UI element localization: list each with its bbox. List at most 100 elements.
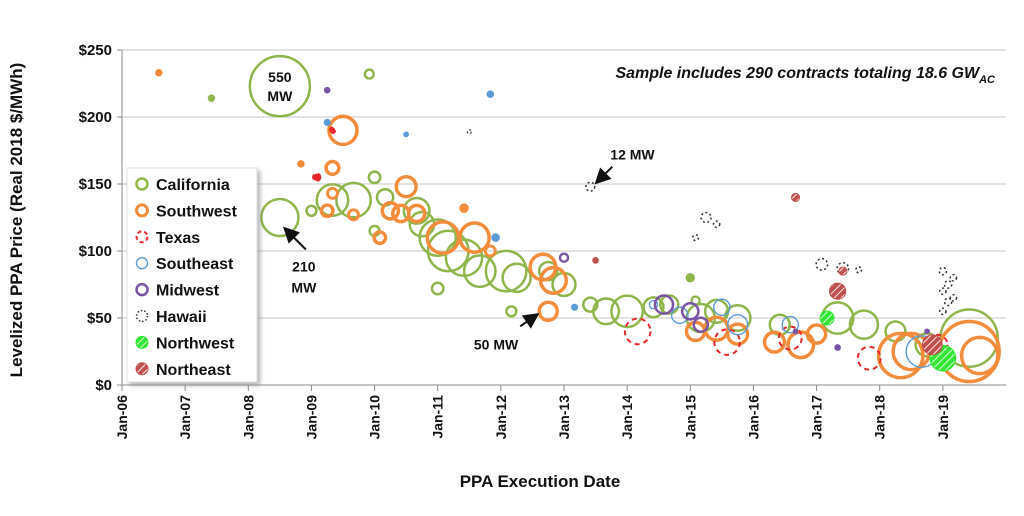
bubble-southwest	[762, 330, 787, 354]
x-tick-label: Jan-14	[619, 395, 635, 440]
bubble-southwest	[297, 160, 305, 168]
bubble-california	[335, 181, 372, 219]
x-axis-label: PPA Execution Date	[460, 472, 621, 491]
bubble-southeast	[403, 131, 410, 138]
bubble-texas	[856, 345, 882, 371]
bubble-southeast	[670, 306, 689, 325]
bubble-southwest	[326, 186, 339, 200]
series-hawaii	[466, 129, 958, 316]
x-tick-label: Jan-15	[682, 395, 698, 440]
bubble-california	[592, 297, 621, 326]
bubble-california	[367, 170, 382, 185]
bubble-northeast	[838, 266, 848, 276]
bubble-northwest	[819, 310, 835, 326]
x-tick-label: Jan-07	[177, 395, 193, 440]
bubble-california	[723, 303, 752, 333]
bubble-southwest	[394, 175, 418, 199]
bubble-southwest	[319, 203, 335, 219]
bubble-hawaii	[938, 266, 948, 276]
bubble-southeast	[570, 303, 579, 311]
bubble-midwest	[653, 294, 675, 315]
bubble-midwest	[924, 328, 930, 335]
series-northwest	[819, 310, 957, 372]
bubbles	[155, 54, 1001, 384]
bubble-southwest	[406, 203, 427, 224]
bubble-texas	[713, 328, 741, 356]
legend-item-northwest: Northwest	[135, 335, 235, 352]
annotation-50mw-label: 50 MW	[474, 336, 519, 352]
legend-item-northeast: Northeast	[135, 362, 231, 379]
bubble-california	[610, 294, 645, 329]
bubble-texas	[312, 172, 322, 182]
bubble-southwest	[458, 221, 491, 254]
bubble-northeast	[592, 257, 599, 264]
bubble-southwest	[324, 159, 341, 177]
bubble-southwest	[459, 203, 469, 213]
x-tick-label: Jan-17	[809, 395, 825, 440]
bubble-texas	[328, 126, 337, 135]
annotation-12mw-label: 12 MW	[610, 147, 655, 163]
bubble-california	[402, 196, 431, 225]
legend-swatch	[135, 257, 149, 270]
legend-swatch	[135, 335, 149, 349]
legend-label: Southwest	[156, 203, 238, 220]
axes: $0 $50 $100 $150 $200 $250 Jan-06 Jan-07 Jan-08 J…	[79, 42, 1006, 439]
legend: California Southwest Texas Southeast Midwest…	[126, 167, 258, 383]
x-tick-label: Jan-10	[367, 395, 383, 440]
bubble-northeast	[790, 192, 801, 202]
legend-label: California	[156, 177, 230, 194]
bubble-hawaii	[585, 181, 596, 192]
x-tick-label: Jan-12	[493, 395, 509, 440]
bubble-california	[207, 94, 216, 102]
bubble-texas	[623, 317, 652, 346]
bubble-california	[430, 281, 445, 296]
legend-item-texas: Texas	[135, 230, 200, 247]
bubble-california	[305, 204, 318, 218]
bubble-california	[501, 262, 532, 294]
bubble-california	[658, 294, 680, 315]
legend-swatch	[135, 203, 149, 218]
bubble-california	[642, 296, 665, 319]
legend-swatch	[135, 177, 149, 191]
series-midwest	[323, 86, 930, 351]
y-axis-label: Levelized PPA Price (Real 2018 $/MWh)	[7, 63, 26, 378]
legend-item-southeast: Southeast	[135, 256, 234, 273]
legend-swatch	[135, 282, 149, 297]
y-tick-label: $250	[79, 42, 112, 59]
legend-swatch	[135, 230, 149, 244]
legend-swatch	[135, 309, 149, 323]
series-texas	[312, 126, 949, 371]
bubble-california	[582, 296, 599, 313]
bubble-hawaii	[949, 273, 958, 282]
legend-label: Hawaii	[156, 309, 207, 326]
annotations: 550 MW 210 MW 12 MW 50 MW	[267, 69, 655, 352]
bubble-southeast	[486, 90, 495, 99]
annotation-12mw-arrow	[594, 165, 614, 185]
x-tick-label: Jan-19	[935, 395, 951, 440]
bubble-hawaii	[943, 297, 953, 307]
bubble-southwest	[959, 335, 1000, 376]
bubble-southeast	[648, 299, 659, 310]
annotation-550mw-line2: MW	[267, 88, 293, 104]
bubble-southwest	[537, 300, 560, 323]
series-northeast	[592, 192, 943, 356]
x-tick-label: Jan-06	[114, 395, 130, 440]
legend-label: Northwest	[156, 335, 235, 352]
legend-label: Southeast	[156, 256, 234, 273]
annotation-50mw-arrow	[519, 313, 540, 329]
y-tick-label: $100	[79, 243, 112, 260]
bubble-southeast	[491, 233, 500, 242]
bubble-southwest	[372, 230, 388, 246]
bubble-midwest	[558, 252, 570, 263]
annotation-210mw-arrow	[283, 226, 307, 251]
bubble-hawaii	[938, 287, 947, 296]
y-tick-label: $50	[87, 310, 112, 327]
x-tick-label: Jan-08	[240, 395, 256, 440]
bubble-california	[248, 54, 312, 118]
y-tick-label: $200	[79, 109, 112, 126]
bubble-texas	[777, 325, 803, 351]
annotation-210mw-line1: 210	[292, 259, 316, 275]
legend-swatch	[135, 362, 149, 376]
bubble-southeast	[781, 315, 800, 334]
